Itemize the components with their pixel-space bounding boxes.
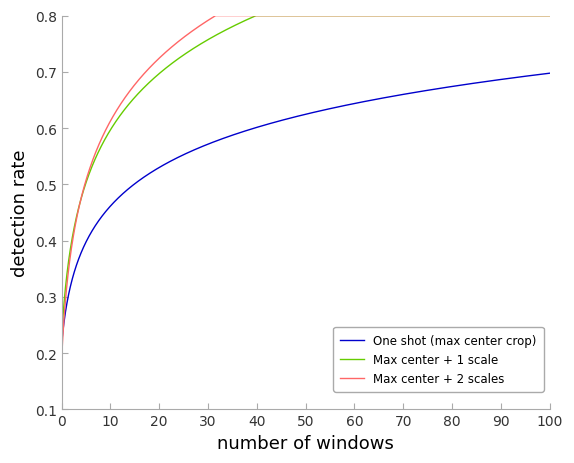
Max center + 1 scale <box>443 14 449 19</box>
Y-axis label: detection rate: detection rate <box>11 150 29 277</box>
Max center + 1 scale <box>83 179 90 185</box>
Max center + 1 scale <box>546 14 553 19</box>
One shot (max center crop) <box>532 73 539 79</box>
Max center + 2 scales <box>58 358 65 363</box>
Max center + 1 scale <box>532 14 539 19</box>
Max center + 1 scale <box>58 336 65 341</box>
One shot (max center crop) <box>532 73 539 79</box>
One shot (max center crop) <box>282 117 289 123</box>
Line: Max center + 2 scales: Max center + 2 scales <box>61 17 550 361</box>
Line: One shot (max center crop): One shot (max center crop) <box>61 74 550 344</box>
Max center + 1 scale <box>253 14 259 19</box>
One shot (max center crop) <box>546 71 553 77</box>
Max center + 2 scales <box>532 14 539 19</box>
Max center + 2 scales <box>83 176 90 182</box>
Legend: One shot (max center crop), Max center + 1 scale, Max center + 2 scales: One shot (max center crop), Max center +… <box>333 327 544 392</box>
Max center + 1 scale <box>283 14 290 19</box>
Max center + 2 scales <box>283 14 290 19</box>
Max center + 1 scale <box>296 14 302 19</box>
Max center + 2 scales <box>532 14 539 19</box>
Max center + 2 scales <box>443 14 449 19</box>
Line: Max center + 1 scale: Max center + 1 scale <box>61 17 550 338</box>
Max center + 2 scales <box>546 14 553 19</box>
Max center + 2 scales <box>212 14 219 19</box>
X-axis label: number of windows: number of windows <box>217 434 394 452</box>
Max center + 2 scales <box>296 14 302 19</box>
One shot (max center crop) <box>83 239 90 244</box>
Max center + 1 scale <box>532 14 539 19</box>
One shot (max center crop) <box>58 342 65 347</box>
One shot (max center crop) <box>443 86 449 91</box>
One shot (max center crop) <box>296 114 302 119</box>
